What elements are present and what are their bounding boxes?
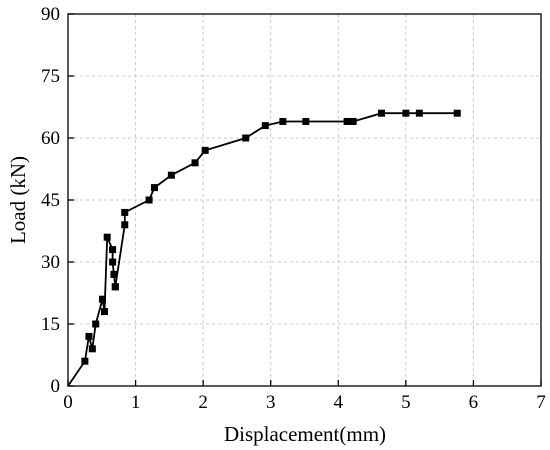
data-point [201,146,209,154]
y-tick-label: 75 [41,66,60,87]
data-point [453,109,461,117]
data-point [261,122,269,130]
data-point [343,117,351,125]
x-tick-label: 3 [266,392,276,413]
series-line [67,112,458,387]
data-point [121,208,129,216]
data-point [121,221,129,229]
data-point [167,171,175,179]
data-point [150,184,158,192]
data-point [111,283,119,291]
data-point [242,134,250,142]
y-axis-title: Load (kN) [6,156,30,244]
data-point [103,233,111,241]
y-tick-label: 15 [41,314,60,335]
x-tick-label: 6 [469,392,479,413]
data-point [302,117,310,125]
y-tick-label: 90 [41,4,60,25]
data-point [98,295,106,303]
axes [67,13,542,387]
data-point [145,196,153,204]
data-point [349,117,357,125]
x-tick-label: 4 [334,392,344,413]
data-point [81,357,89,365]
x-tick-label: 1 [131,392,141,413]
y-tick-label: 0 [51,376,61,397]
x-axis-title: Displacement(mm) [224,422,386,446]
series-layer [67,109,461,387]
x-tick-label: 0 [63,392,73,413]
data-point [88,345,96,353]
data-point [378,109,386,117]
data-point [279,117,287,125]
data-point [85,332,93,340]
data-point [415,109,423,117]
y-tick-label: 45 [41,190,60,211]
data-point [191,159,199,167]
x-tick-label: 5 [401,392,411,413]
data-point [100,308,108,316]
data-point [92,320,100,328]
data-point [109,246,117,254]
data-point [402,109,410,117]
x-tick-label: 2 [198,392,208,413]
y-tick-label: 60 [41,128,60,149]
x-tick-label: 7 [536,392,546,413]
data-point [110,270,118,278]
grid [68,14,541,386]
data-point [109,258,117,266]
y-tick-label: 30 [41,252,60,273]
